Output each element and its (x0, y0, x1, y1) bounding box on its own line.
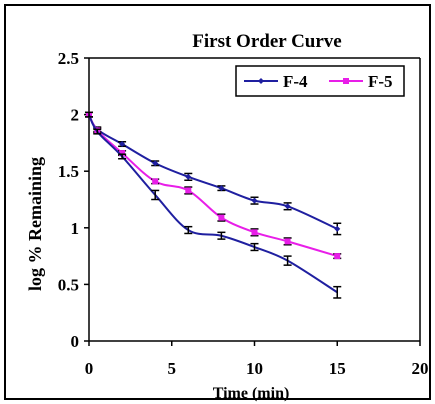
data-point (152, 160, 159, 167)
data-point (218, 214, 225, 221)
series-2 (85, 111, 342, 260)
y-tick-label: 0.5 (58, 275, 79, 294)
data-point (334, 253, 341, 260)
y-tick-label: 2 (71, 106, 80, 125)
legend-marker (343, 78, 349, 84)
data-point (334, 225, 341, 232)
x-tick-label: 20 (412, 359, 429, 378)
legend-label: F-5 (368, 72, 393, 91)
x-axis-label: Time (min) (213, 385, 290, 402)
y-axis-label: log % Remaining (25, 157, 45, 291)
data-point (185, 173, 192, 180)
chart-title: First Order Curve (192, 31, 342, 52)
y-tick-label: 1.5 (58, 162, 79, 181)
y-tick-label: 2.5 (58, 49, 79, 68)
plot-area (84, 57, 421, 346)
x-tick-label: 15 (329, 359, 346, 378)
data-point (119, 150, 126, 157)
x-tick-labels: 0 5 10 15 20 (85, 359, 429, 378)
legend-label: F-4 (283, 72, 308, 91)
legend-marker (258, 78, 264, 84)
data-point (284, 203, 291, 210)
data-point (284, 238, 291, 245)
y-tick-label: 0 (71, 332, 80, 351)
data-point (251, 229, 258, 236)
y-tick-labels: 0 0.5 1 1.5 2 2.5 (58, 49, 79, 351)
y-tick-label: 1 (71, 219, 80, 238)
x-tick-label: 0 (85, 359, 94, 378)
x-tick-label: 5 (168, 359, 177, 378)
series-3 (85, 111, 342, 299)
data-point (218, 185, 225, 192)
data-point (119, 141, 126, 148)
legend: F-4 F-5 (235, 65, 405, 97)
data-point (152, 178, 159, 185)
x-tick-label: 10 (246, 359, 263, 378)
data-point (251, 197, 258, 204)
data-point (185, 187, 192, 194)
